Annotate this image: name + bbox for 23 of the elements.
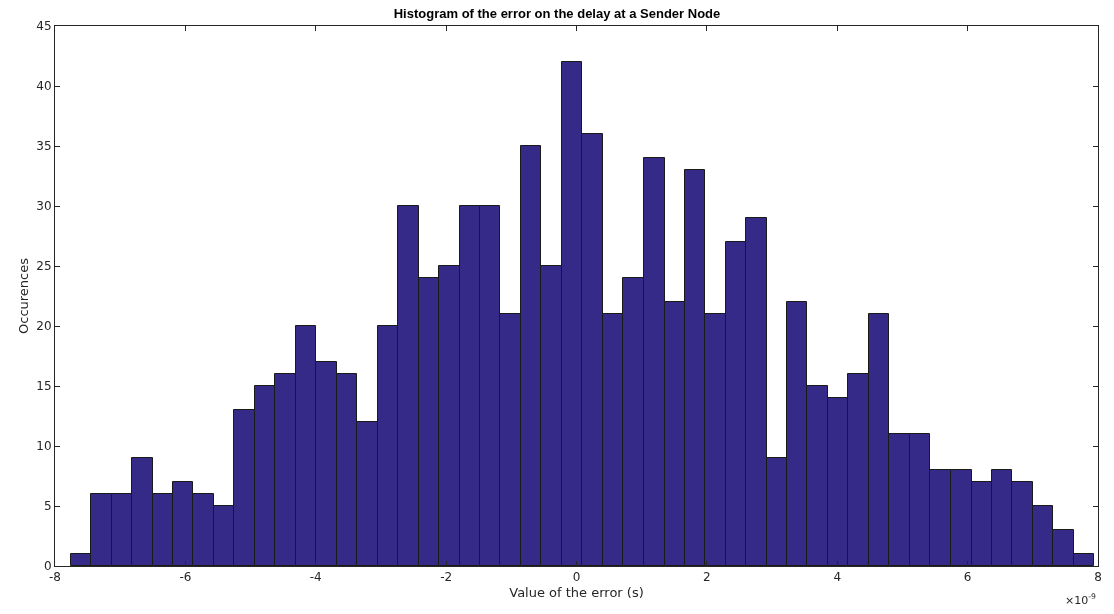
chart-title: Histogram of the error on the delay at a Sender Node (393, 6, 721, 22)
y-tick-label: 25 (36, 259, 52, 274)
x-tick-label: 6 (963, 570, 972, 585)
x-tick-label: -2 (440, 570, 453, 585)
y-tick-label: 10 (36, 439, 52, 454)
y-tick-label: 30 (36, 199, 52, 214)
y-tick-label: 35 (36, 139, 52, 154)
y-axis-title: Occurences (16, 257, 32, 334)
x-tick-label: 0 (572, 570, 581, 585)
x-tick-label: 8 (1094, 570, 1102, 585)
y-tick-label: 0 (43, 559, 52, 574)
y-tick-label: 5 (43, 499, 52, 514)
y-tick-label: 40 (36, 79, 52, 94)
x-tick-label: -8 (49, 570, 61, 585)
x-tick-label: 4 (833, 570, 842, 585)
y-tick-label: 15 (36, 379, 52, 394)
x-tick-label: -4 (309, 570, 322, 585)
y-tick-label: 45 (36, 19, 52, 34)
y-tick-label: 20 (36, 319, 52, 334)
x-axis-title: Value of the error (s) (509, 585, 644, 600)
x-tick-label: -6 (179, 570, 192, 585)
x-tick-label: 2 (703, 570, 711, 585)
text: ×10$^{-9}$ (1065, 592, 1096, 607)
